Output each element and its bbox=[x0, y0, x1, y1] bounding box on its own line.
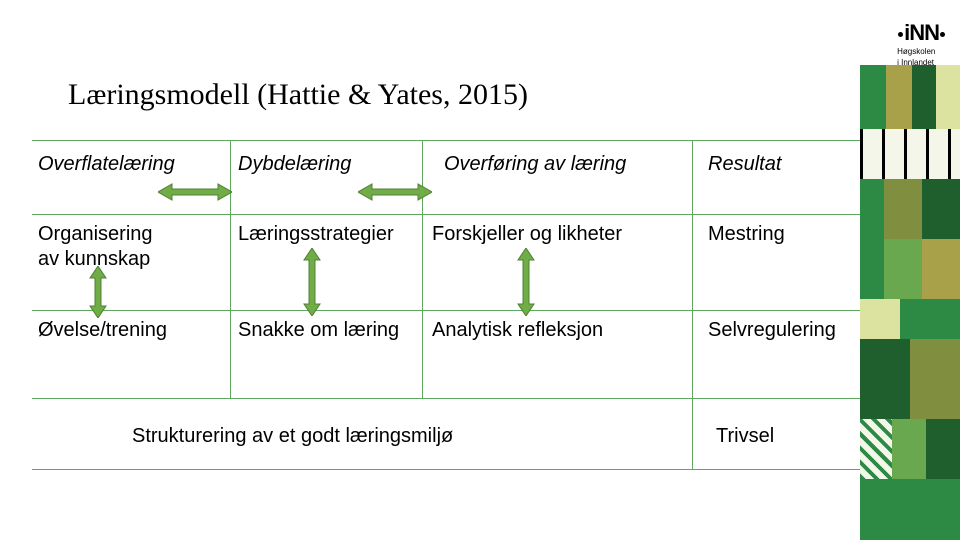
cell-organising-knowledge: Organisering av kunnskap bbox=[38, 222, 153, 272]
learning-model-diagram: Overflatelæring Dybdelæring Overføring a… bbox=[32, 140, 862, 470]
header-deep-learning: Dybdelæring bbox=[238, 152, 351, 177]
row-divider-3 bbox=[32, 398, 862, 399]
cell-structuring-environment: Strukturering av et godt læringsmiljø bbox=[132, 424, 453, 449]
cell-wellbeing: Trivsel bbox=[716, 424, 774, 449]
cell-line1: Organisering bbox=[38, 223, 153, 245]
header-result: Resultat bbox=[708, 152, 781, 177]
cell-learning-strategies: Læringsstrategier bbox=[238, 222, 394, 247]
decorative-sidebar: iNN Høgskolen i Innlandet bbox=[860, 0, 960, 540]
deco-block bbox=[860, 479, 960, 540]
deco-block bbox=[936, 65, 960, 129]
row-divider-2 bbox=[32, 310, 862, 311]
logo-line1: Høgskolen bbox=[897, 48, 946, 57]
deco-block bbox=[886, 65, 912, 129]
slide-title: Læringsmodell (Hattie & Yates, 2015) bbox=[68, 78, 528, 112]
deco-block bbox=[860, 339, 910, 419]
deco-block bbox=[912, 65, 936, 129]
institution-logo: iNN Høgskolen i Innlandet bbox=[897, 20, 946, 68]
title-citation: (Hattie & Yates, 2015) bbox=[257, 78, 528, 111]
cell-mastery: Mestring bbox=[708, 222, 785, 247]
header-transfer: Overføring av læring bbox=[444, 152, 626, 177]
deco-block bbox=[860, 129, 960, 179]
arrow-col0-vert bbox=[88, 266, 108, 318]
cell-self-regulation: Selvregulering bbox=[708, 318, 836, 343]
table-outline bbox=[32, 140, 862, 470]
col-divider-1 bbox=[230, 140, 231, 398]
col-divider-3 bbox=[692, 140, 693, 470]
arrow-col2-vert bbox=[516, 248, 536, 316]
deco-block bbox=[922, 239, 960, 299]
deco-block bbox=[892, 419, 926, 479]
deco-block bbox=[926, 419, 960, 479]
cell-analytic-reflection: Analytisk refleksjon bbox=[432, 318, 603, 343]
arrow-surface-deep bbox=[158, 182, 232, 202]
deco-block bbox=[860, 299, 900, 339]
deco-block bbox=[884, 179, 922, 239]
deco-block bbox=[860, 179, 884, 299]
title-main: Læringsmodell bbox=[68, 78, 257, 111]
header-surface-learning: Overflatelæring bbox=[38, 152, 175, 177]
deco-block bbox=[860, 419, 892, 479]
logo-brand: iNN bbox=[897, 20, 946, 46]
deco-block bbox=[860, 65, 886, 129]
deco-block bbox=[910, 339, 960, 419]
deco-block bbox=[884, 239, 922, 299]
arrow-col1-vert bbox=[302, 248, 322, 316]
deco-block bbox=[922, 179, 960, 239]
row-divider-1 bbox=[32, 214, 862, 215]
deco-block bbox=[900, 299, 960, 339]
logo-brand-text: iNN bbox=[904, 20, 939, 45]
arrow-deep-transfer bbox=[358, 182, 432, 202]
cell-practice: Øvelse/trening bbox=[38, 318, 167, 343]
col-divider-2 bbox=[422, 140, 423, 398]
cell-talk-about-learning: Snakke om læring bbox=[238, 318, 399, 343]
cell-differences-similarities: Forskjeller og likheter bbox=[432, 222, 622, 247]
